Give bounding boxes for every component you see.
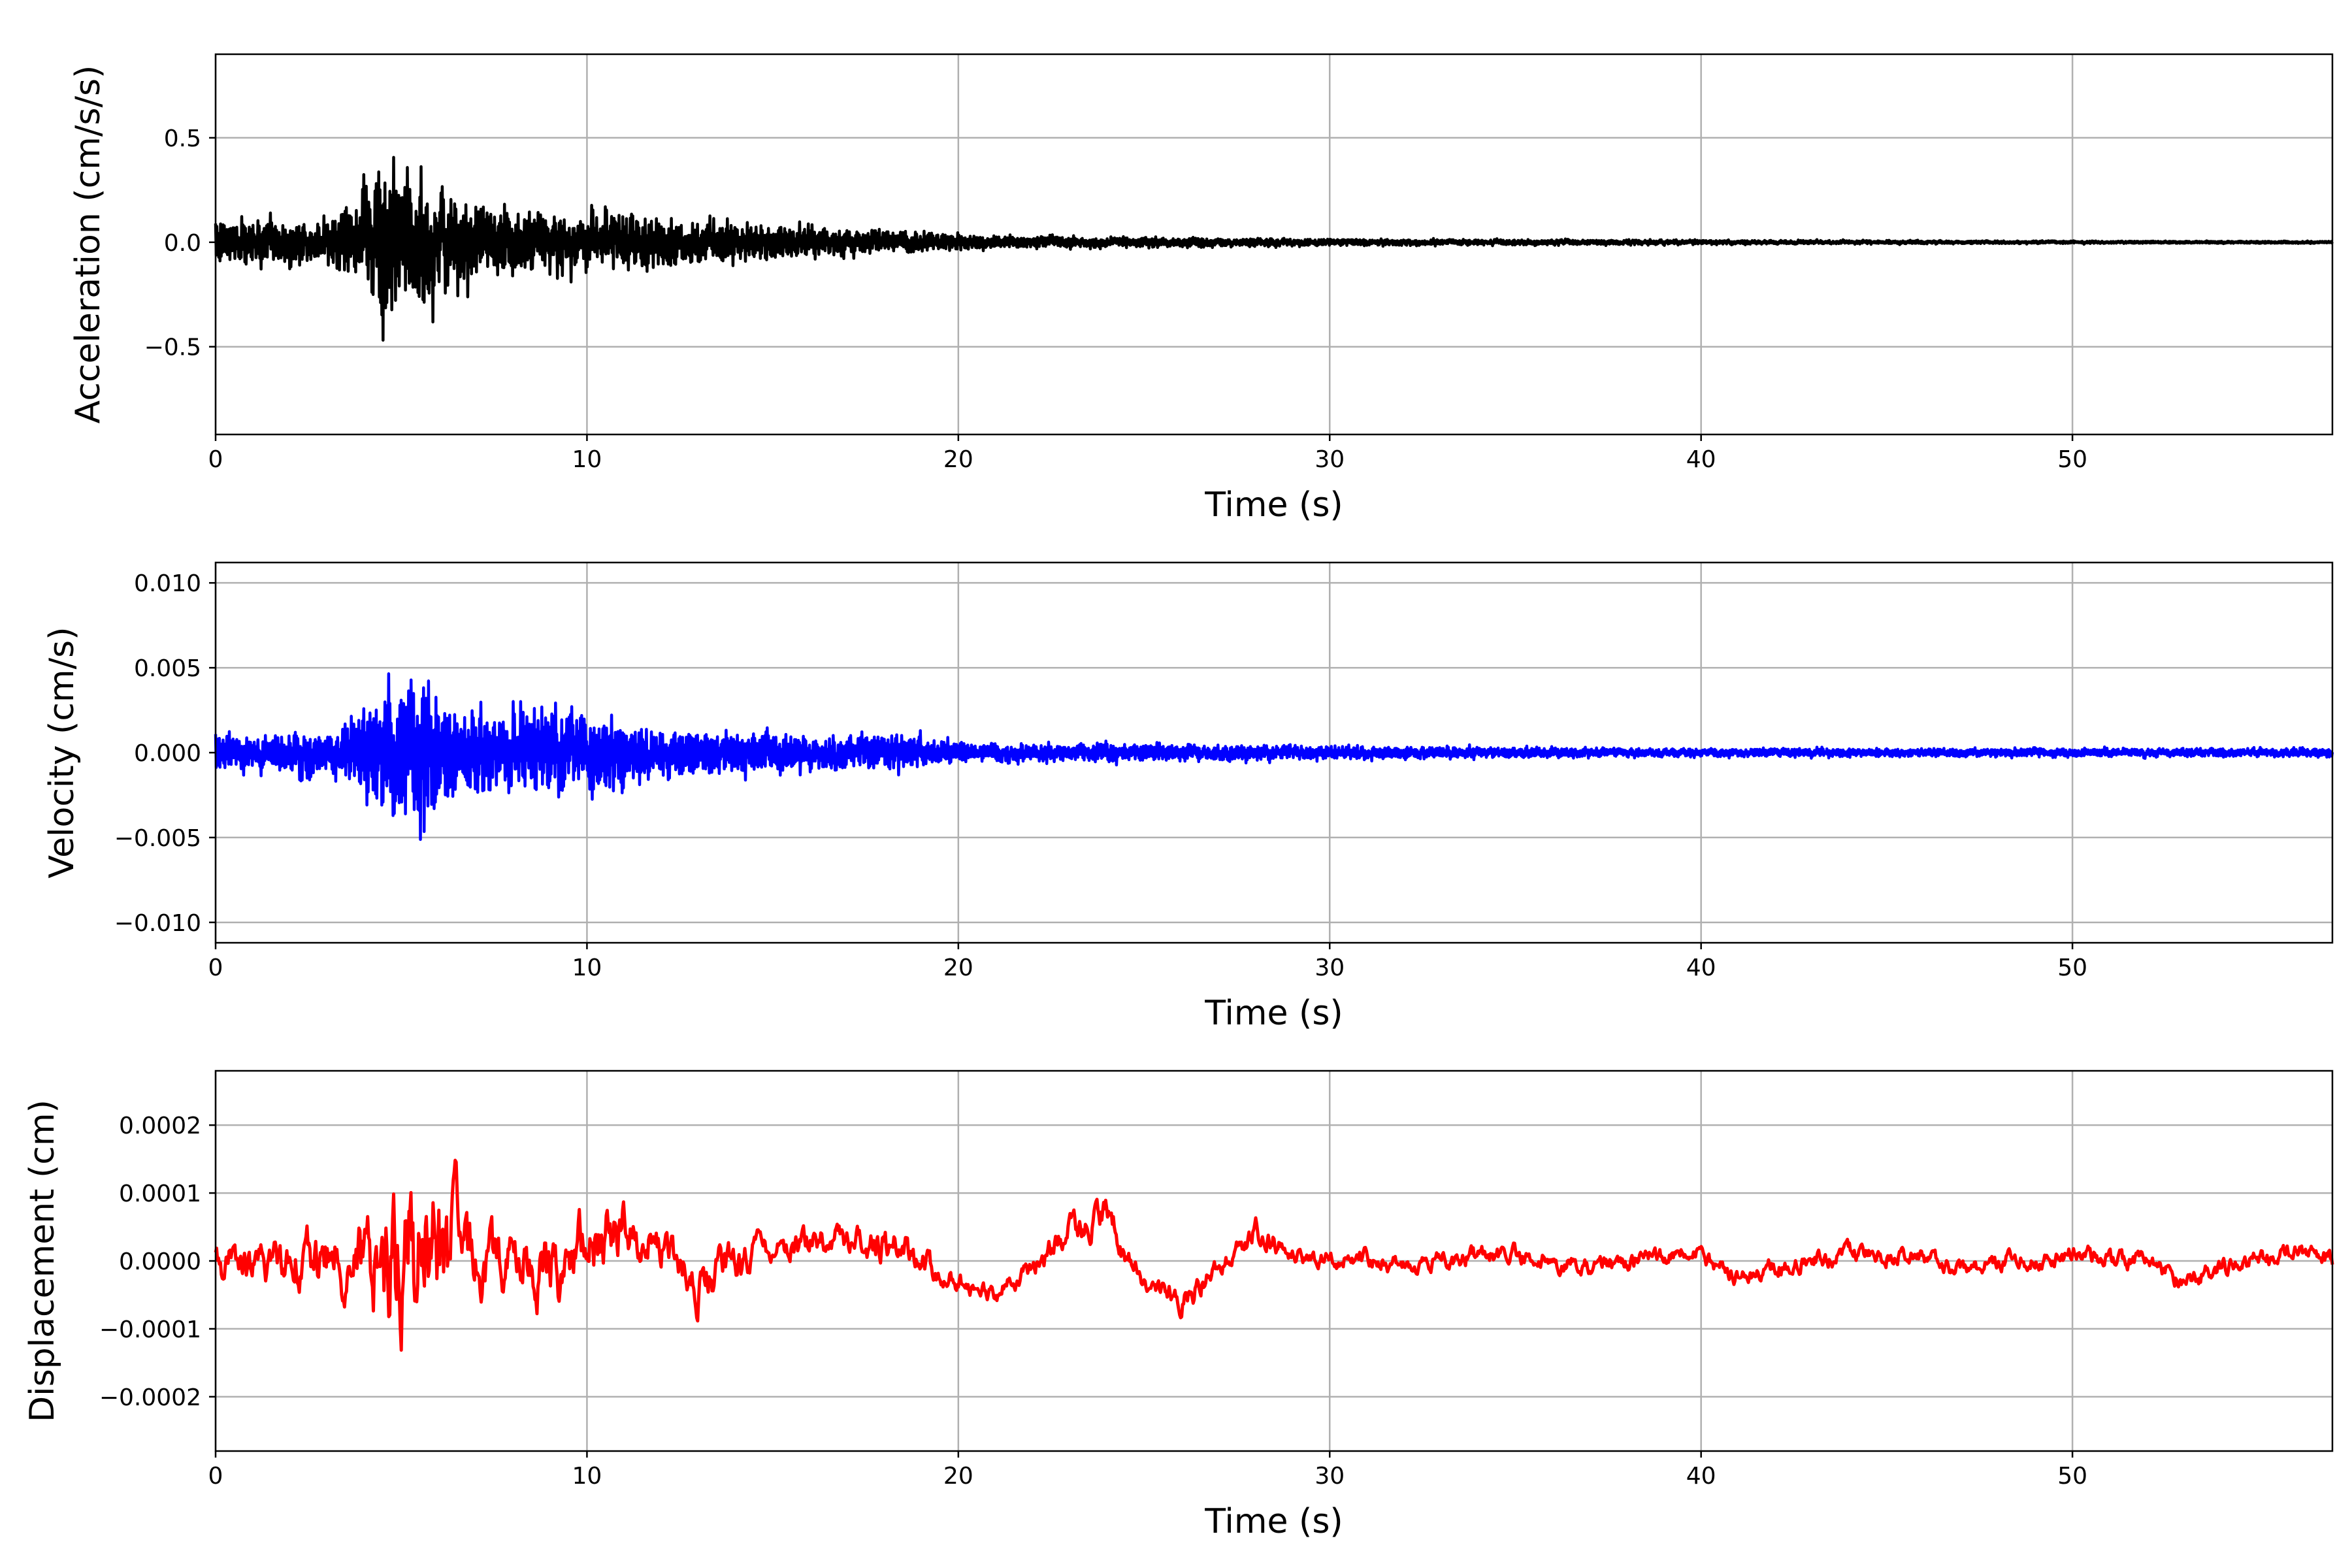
velocity-x-tick-label: 40 — [1686, 955, 1716, 981]
displacement-y-tick-label: −0.0002 — [99, 1384, 201, 1411]
velocity-y-tick-label: −0.010 — [114, 910, 201, 937]
acceleration-y-tick-label: 0.5 — [164, 125, 201, 152]
velocity-trace-line — [214, 672, 2334, 841]
velocity-x-tick-label: 10 — [572, 955, 602, 981]
displacement-x-axis-label: Time (s) — [1204, 1502, 1343, 1541]
displacement-y-tick-label: −0.0001 — [99, 1316, 201, 1343]
acceleration-axes-frame — [214, 53, 2334, 436]
velocity-y-tick-label: 0.000 — [134, 740, 201, 767]
acceleration-x-ticks: 0 10 20 30 40 50 — [208, 434, 2087, 473]
acceleration-x-tick-label: 40 — [1686, 446, 1716, 473]
acceleration-trace-group — [214, 155, 2334, 342]
acceleration-x-tick-label: 30 — [1315, 446, 1345, 473]
displacement-trace-group — [214, 1158, 2334, 1352]
displacement-x-tick-label: 50 — [2057, 1463, 2087, 1490]
displacement-x-tick-label: 0 — [208, 1463, 223, 1490]
velocity-y-tick-label: 0.005 — [134, 655, 201, 682]
velocity-x-tick-label: 20 — [943, 955, 973, 981]
acceleration-x-tick-label: 0 — [208, 446, 223, 473]
displacement-x-tick-label: 30 — [1315, 1463, 1345, 1490]
displacement-trace-line — [214, 1158, 2334, 1352]
displacement-x-tick-label: 20 — [943, 1463, 973, 1490]
acceleration-x-tick-label: 10 — [572, 446, 602, 473]
acceleration-x-axis-label: Time (s) — [1204, 485, 1343, 525]
displacement-y-tick-label: 0.0001 — [119, 1181, 201, 1207]
velocity-y-ticks: −0.010 −0.005 0.000 0.005 0.010 — [114, 570, 216, 937]
displacement-x-tick-label: 10 — [572, 1463, 602, 1490]
acceleration-y-ticks: −0.5 0.0 0.5 — [144, 125, 216, 361]
displacement-x-tick-label: 40 — [1686, 1463, 1716, 1490]
velocity-trace-group — [214, 672, 2334, 841]
velocity-y-tick-label: −0.005 — [114, 825, 201, 852]
velocity-x-ticks: 0 10 20 30 40 50 — [208, 943, 2087, 981]
displacement-y-axis-label: Displacement (cm) — [23, 1100, 62, 1422]
displacement-x-ticks: 0 10 20 30 40 50 — [208, 1451, 2087, 1490]
velocity-y-tick-label: 0.010 — [134, 570, 201, 597]
velocity-panel: 0 10 20 30 40 50 −0.010−0.0050.0000.0050.010 … — [42, 561, 2334, 1033]
displacement-y-ticks: −0.0002 −0.0001 0.0000 0.0001 0.0002 — [99, 1113, 216, 1411]
velocity-y-axis-label: Velocity (cm/s) — [42, 627, 82, 879]
displacement-y-tick-label: 0.0000 — [119, 1249, 201, 1275]
velocity-x-tick-label: 50 — [2057, 955, 2087, 981]
acceleration-y-tick-label: 0.0 — [164, 230, 201, 257]
velocity-x-axis-label: Time (s) — [1204, 994, 1343, 1033]
acceleration-x-tick-label: 50 — [2057, 446, 2087, 473]
acceleration-y-tick-label: −0.5 — [144, 335, 201, 361]
acceleration-y-axis-label: Acceleration (cm/s/s) — [69, 65, 108, 424]
acceleration-trace-line — [214, 155, 2334, 342]
velocity-x-tick-label: 0 — [208, 955, 223, 981]
velocity-x-tick-label: 30 — [1315, 955, 1345, 981]
acceleration-panel: 0 10 20 30 40 50 −0.5 0.0 0.5 Time (s) Accelera… — [69, 53, 2334, 525]
displacement-y-tick-label: 0.0002 — [119, 1113, 201, 1139]
displacement-panel: 0 10 20 30 40 50 −0.0002 −0.0001 0.0000 0.0001 0.… — [23, 1070, 2334, 1541]
acceleration-x-tick-label: 20 — [943, 446, 973, 473]
